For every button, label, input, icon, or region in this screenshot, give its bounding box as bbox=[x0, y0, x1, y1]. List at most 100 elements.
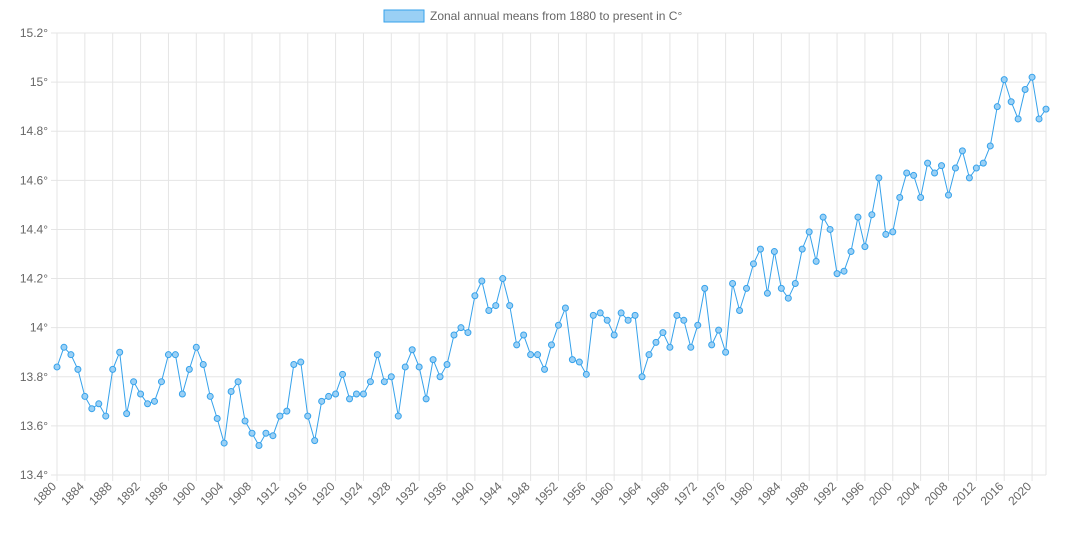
data-point[interactable] bbox=[603, 316, 611, 324]
data-point[interactable] bbox=[743, 284, 751, 292]
data-point[interactable] bbox=[185, 365, 193, 373]
data-point[interactable] bbox=[450, 331, 458, 339]
data-point[interactable] bbox=[234, 378, 242, 386]
data-point[interactable] bbox=[666, 343, 674, 351]
data-point[interactable] bbox=[819, 213, 827, 221]
data-point[interactable] bbox=[401, 363, 409, 371]
data-point[interactable] bbox=[137, 390, 145, 398]
data-point[interactable] bbox=[986, 142, 994, 150]
data-point[interactable] bbox=[220, 439, 228, 447]
data-point[interactable] bbox=[826, 225, 834, 233]
data-point[interactable] bbox=[520, 331, 528, 339]
data-point[interactable] bbox=[394, 412, 402, 420]
data-point[interactable] bbox=[701, 284, 709, 292]
data-point[interactable] bbox=[227, 388, 235, 396]
data-point[interactable] bbox=[81, 392, 89, 400]
data-point[interactable] bbox=[847, 248, 855, 256]
data-point[interactable] bbox=[241, 417, 249, 425]
data-point[interactable] bbox=[652, 338, 660, 346]
data-point[interactable] bbox=[833, 270, 841, 278]
data-point[interactable] bbox=[255, 442, 263, 450]
data-point[interactable] bbox=[213, 415, 221, 423]
data-point[interactable] bbox=[297, 358, 305, 366]
data-point[interactable] bbox=[339, 370, 347, 378]
data-point[interactable] bbox=[276, 412, 284, 420]
data-point[interactable] bbox=[694, 321, 702, 329]
data-point[interactable] bbox=[958, 147, 966, 155]
data-point[interactable] bbox=[290, 361, 298, 368]
data-point[interactable] bbox=[366, 378, 374, 386]
data-point[interactable] bbox=[415, 363, 423, 371]
data-point[interactable] bbox=[610, 331, 618, 339]
data-point[interactable] bbox=[680, 316, 688, 324]
data-point[interactable] bbox=[1000, 76, 1008, 84]
data-point[interactable] bbox=[102, 412, 110, 420]
data-point[interactable] bbox=[373, 351, 381, 359]
data-point[interactable] bbox=[951, 164, 959, 172]
data-point[interactable] bbox=[346, 395, 354, 403]
data-point[interactable] bbox=[554, 321, 562, 329]
data-point[interactable] bbox=[770, 248, 778, 256]
data-point[interactable] bbox=[763, 289, 771, 297]
data-point[interactable] bbox=[645, 351, 653, 359]
data-point[interactable] bbox=[805, 228, 813, 236]
data-point[interactable] bbox=[756, 245, 764, 253]
data-point[interactable] bbox=[318, 397, 326, 405]
data-point[interactable] bbox=[1007, 98, 1015, 106]
data-point[interactable] bbox=[311, 437, 319, 445]
data-point[interactable] bbox=[777, 284, 785, 292]
data-point[interactable] bbox=[408, 346, 416, 354]
data-point[interactable] bbox=[527, 351, 535, 359]
data-point[interactable] bbox=[854, 213, 862, 221]
data-point[interactable] bbox=[896, 194, 904, 202]
data-point[interactable] bbox=[499, 275, 507, 283]
data-point[interactable] bbox=[889, 228, 897, 236]
data-point[interactable] bbox=[387, 373, 395, 381]
data-point[interactable] bbox=[910, 171, 918, 179]
data-point[interactable] bbox=[325, 392, 333, 400]
data-point[interactable] bbox=[624, 316, 632, 324]
data-point[interactable] bbox=[492, 302, 500, 310]
data-point[interactable] bbox=[749, 260, 757, 268]
data-point[interactable] bbox=[283, 407, 291, 415]
data-point[interactable] bbox=[123, 410, 131, 418]
data-point[interactable] bbox=[729, 279, 737, 287]
data-point[interactable] bbox=[206, 392, 214, 400]
data-point[interactable] bbox=[359, 390, 367, 398]
data-point[interactable] bbox=[582, 370, 590, 378]
data-point[interactable] bbox=[95, 400, 103, 408]
data-point[interactable] bbox=[422, 395, 430, 403]
data-point[interactable] bbox=[722, 348, 730, 356]
data-point[interactable] bbox=[798, 245, 806, 253]
data-point[interactable] bbox=[1035, 115, 1043, 123]
data-point[interactable] bbox=[1042, 105, 1050, 113]
data-point[interactable] bbox=[457, 324, 465, 332]
data-point[interactable] bbox=[443, 361, 451, 368]
data-point[interactable] bbox=[116, 348, 124, 356]
data-point[interactable] bbox=[617, 309, 625, 317]
data-point[interactable] bbox=[875, 174, 883, 182]
data-point[interactable] bbox=[708, 341, 716, 349]
data-point[interactable] bbox=[262, 429, 270, 437]
data-point[interactable] bbox=[352, 390, 360, 398]
data-point[interactable] bbox=[74, 365, 82, 373]
data-point[interactable] bbox=[548, 341, 555, 349]
data-point[interactable] bbox=[868, 211, 876, 219]
data-point[interactable] bbox=[53, 363, 61, 371]
data-point[interactable] bbox=[561, 304, 569, 312]
data-point[interactable] bbox=[534, 351, 542, 359]
data-point[interactable] bbox=[972, 164, 980, 172]
data-point[interactable] bbox=[938, 162, 946, 170]
data-point[interactable] bbox=[812, 257, 820, 265]
data-point[interactable] bbox=[1021, 85, 1029, 93]
data-point[interactable] bbox=[673, 311, 681, 319]
data-point[interactable] bbox=[178, 390, 186, 398]
data-point[interactable] bbox=[151, 397, 159, 405]
data-point[interactable] bbox=[269, 432, 277, 440]
data-point[interactable] bbox=[736, 306, 744, 314]
data-point[interactable] bbox=[659, 329, 667, 337]
data-point[interactable] bbox=[1028, 73, 1036, 81]
data-point[interactable] bbox=[436, 373, 444, 381]
data-point[interactable] bbox=[157, 378, 165, 386]
data-point[interactable] bbox=[541, 365, 549, 373]
